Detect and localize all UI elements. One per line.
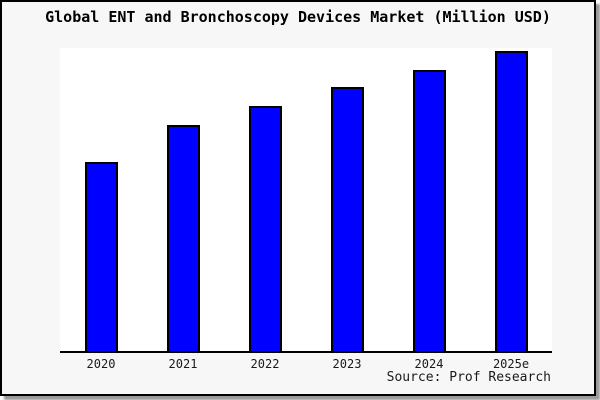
- x-tick-label-2021: 2021: [168, 357, 198, 371]
- bar-2025e: [494, 51, 528, 351]
- chart-title: Global ENT and Bronchoscopy Devices Mark…: [45, 8, 551, 26]
- plot-area: [60, 48, 552, 353]
- x-tick-label-2024: 2024: [414, 357, 444, 371]
- bar-2024: [412, 69, 446, 351]
- bar-2023: [330, 87, 364, 351]
- x-tick-label-2020: 2020: [86, 357, 116, 371]
- x-tick-label-2022: 2022: [250, 357, 280, 371]
- x-tick-label-2023: 2023: [332, 357, 362, 371]
- source-label: Source: Prof Research: [386, 370, 551, 385]
- x-tick-label-2025e: 2025e: [492, 357, 530, 371]
- bar-2022: [248, 105, 282, 351]
- bar-2021: [166, 125, 200, 351]
- bar-2020: [84, 162, 118, 351]
